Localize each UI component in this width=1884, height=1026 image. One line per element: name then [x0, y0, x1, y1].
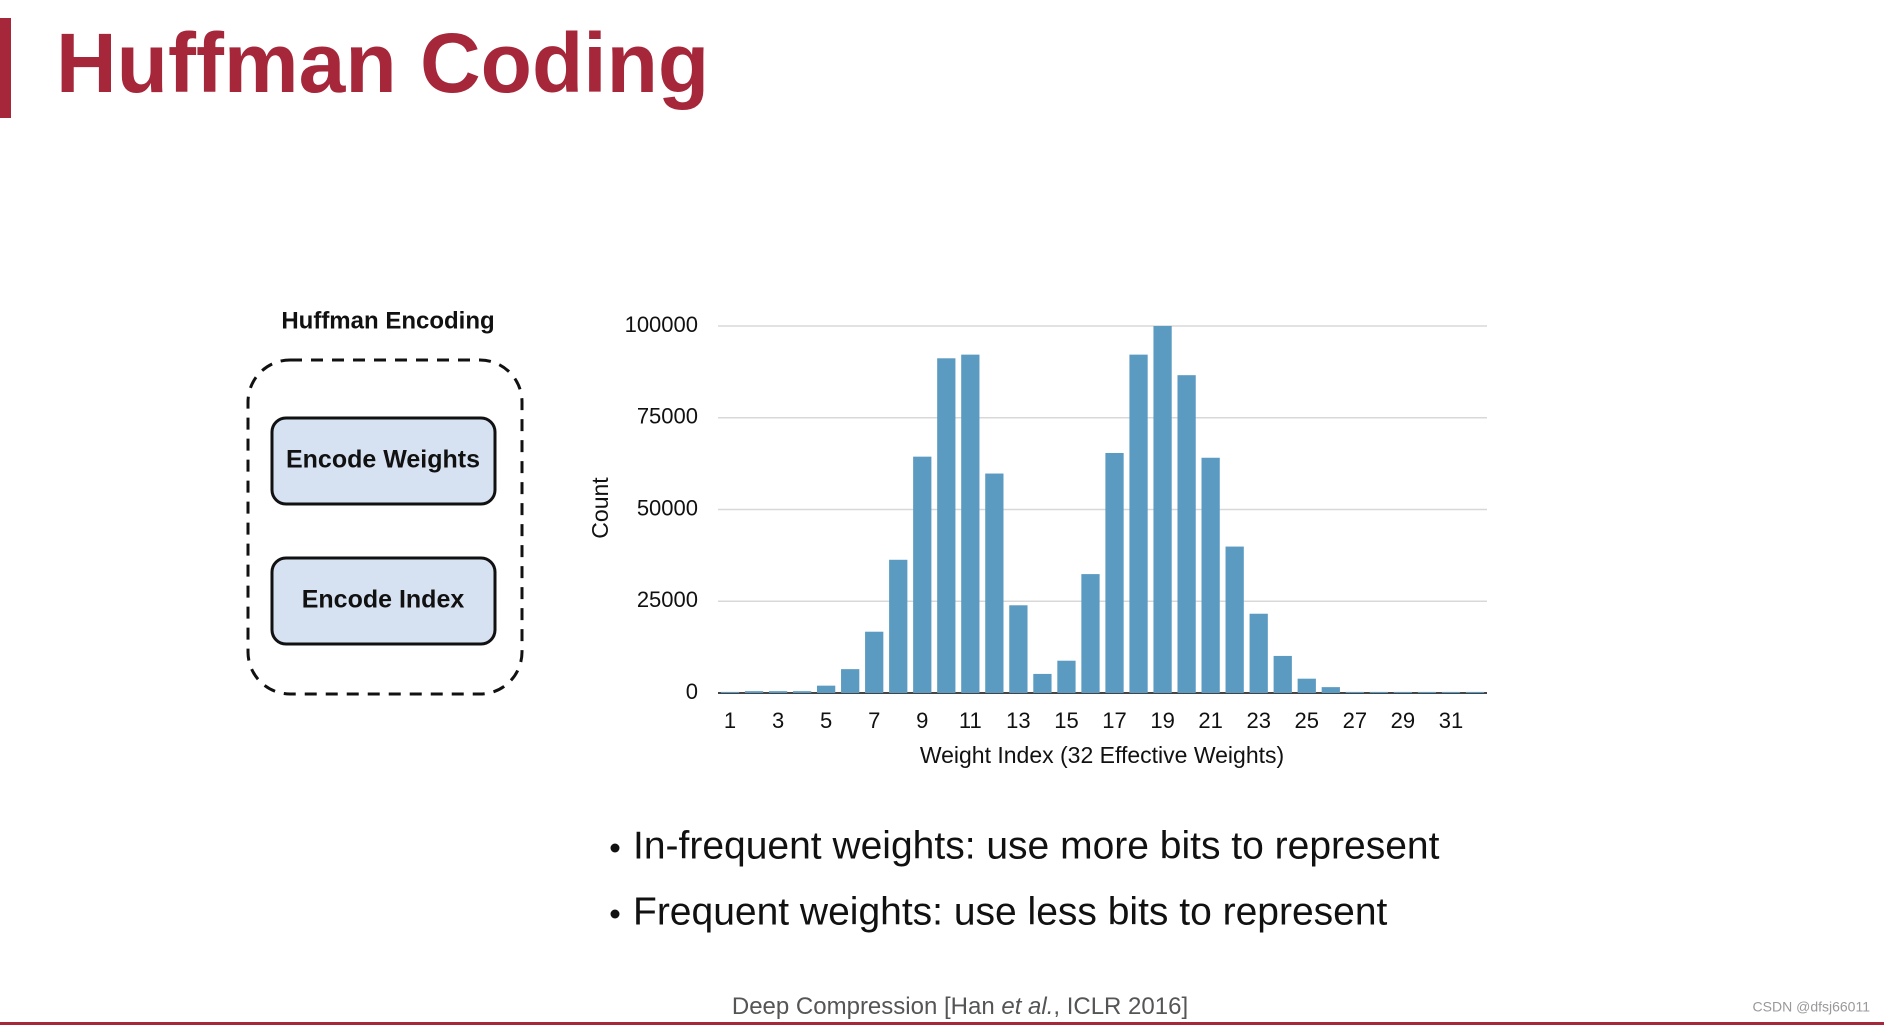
bar — [937, 358, 956, 693]
bar — [1225, 546, 1244, 693]
bar — [1153, 326, 1172, 693]
x-tick-label: 17 — [1102, 708, 1126, 733]
bar — [1273, 655, 1292, 693]
x-tick-label: 7 — [868, 708, 880, 733]
chart: Count Weight Index (32 Effective Weights… — [587, 312, 1487, 768]
x-axis-label: Weight Index (32 Effective Weights) — [920, 742, 1284, 768]
citation-part: et al. — [1001, 993, 1053, 1020]
bar — [865, 631, 884, 693]
encode-index-box — [270, 556, 497, 646]
x-tick-label: 29 — [1391, 708, 1415, 733]
bar — [768, 691, 788, 693]
bar — [1465, 691, 1485, 693]
encoding-group — [246, 358, 524, 696]
bar — [1441, 691, 1461, 693]
bar — [744, 691, 764, 693]
bar — [720, 691, 740, 693]
y-tick-label: 100000 — [625, 312, 698, 337]
citation-part: , ICLR 2016] — [1053, 993, 1188, 1020]
bar — [1057, 660, 1076, 693]
diagram-title: Huffman Encoding — [281, 307, 494, 334]
x-tick-label: 5 — [820, 708, 832, 733]
bullet-text: In-frequent weights: use more bits to re… — [633, 824, 1440, 867]
x-tick-label: 15 — [1054, 708, 1078, 733]
x-tick-label: 27 — [1343, 708, 1367, 733]
bar — [889, 559, 908, 693]
encode-weights-box — [270, 416, 497, 506]
x-tick-label: 31 — [1439, 708, 1463, 733]
bullet-dot — [610, 909, 620, 919]
bar — [792, 691, 812, 693]
x-tick-label: 3 — [772, 708, 784, 733]
bar — [817, 685, 836, 693]
title-accent — [0, 18, 11, 118]
bar — [841, 669, 860, 693]
citation: Deep Compression [Han et al., ICLR 2016] — [732, 993, 1188, 1020]
x-tick-label: 13 — [1006, 708, 1030, 733]
bar — [1081, 574, 1100, 693]
bar — [1393, 691, 1413, 693]
y-tick-label: 25000 — [637, 587, 698, 612]
citation-part: Deep Compression [Han — [732, 993, 1001, 1020]
bar — [1297, 678, 1316, 693]
bullet-dot — [610, 843, 620, 853]
bar — [1369, 691, 1388, 693]
node-label: Encode Weights — [286, 446, 480, 474]
x-tick-label: 21 — [1198, 708, 1222, 733]
bar — [1201, 457, 1220, 693]
node-label: Encode Index — [302, 586, 465, 614]
bullet-text: Frequent weights: use less bits to repre… — [633, 890, 1388, 933]
x-tick-label: 25 — [1295, 708, 1319, 733]
bar — [1105, 452, 1124, 693]
bar — [1009, 605, 1028, 693]
y-tick-label: 0 — [686, 679, 698, 704]
bar — [1129, 354, 1148, 693]
watermark: CSDN @dfsj66011 — [1753, 999, 1871, 1015]
bar — [985, 473, 1004, 693]
y-tick-label: 50000 — [637, 495, 698, 520]
bar — [913, 456, 932, 693]
bar — [1345, 691, 1364, 693]
bar — [1033, 673, 1052, 693]
x-tick-label: 11 — [959, 708, 982, 733]
y-axis-label: Count — [587, 477, 613, 539]
x-tick-label: 9 — [916, 708, 928, 733]
bar — [961, 354, 980, 693]
slide-title: Huffman Coding — [56, 16, 709, 110]
x-tick-label: 19 — [1150, 708, 1174, 733]
bar — [1321, 687, 1340, 693]
bar — [1177, 375, 1196, 693]
bar — [1417, 691, 1437, 693]
x-tick-label: 23 — [1246, 708, 1270, 733]
footer-line — [0, 1022, 1884, 1025]
x-tick-label: 1 — [724, 708, 736, 733]
y-tick-label: 75000 — [637, 404, 698, 429]
bar — [1249, 613, 1268, 693]
